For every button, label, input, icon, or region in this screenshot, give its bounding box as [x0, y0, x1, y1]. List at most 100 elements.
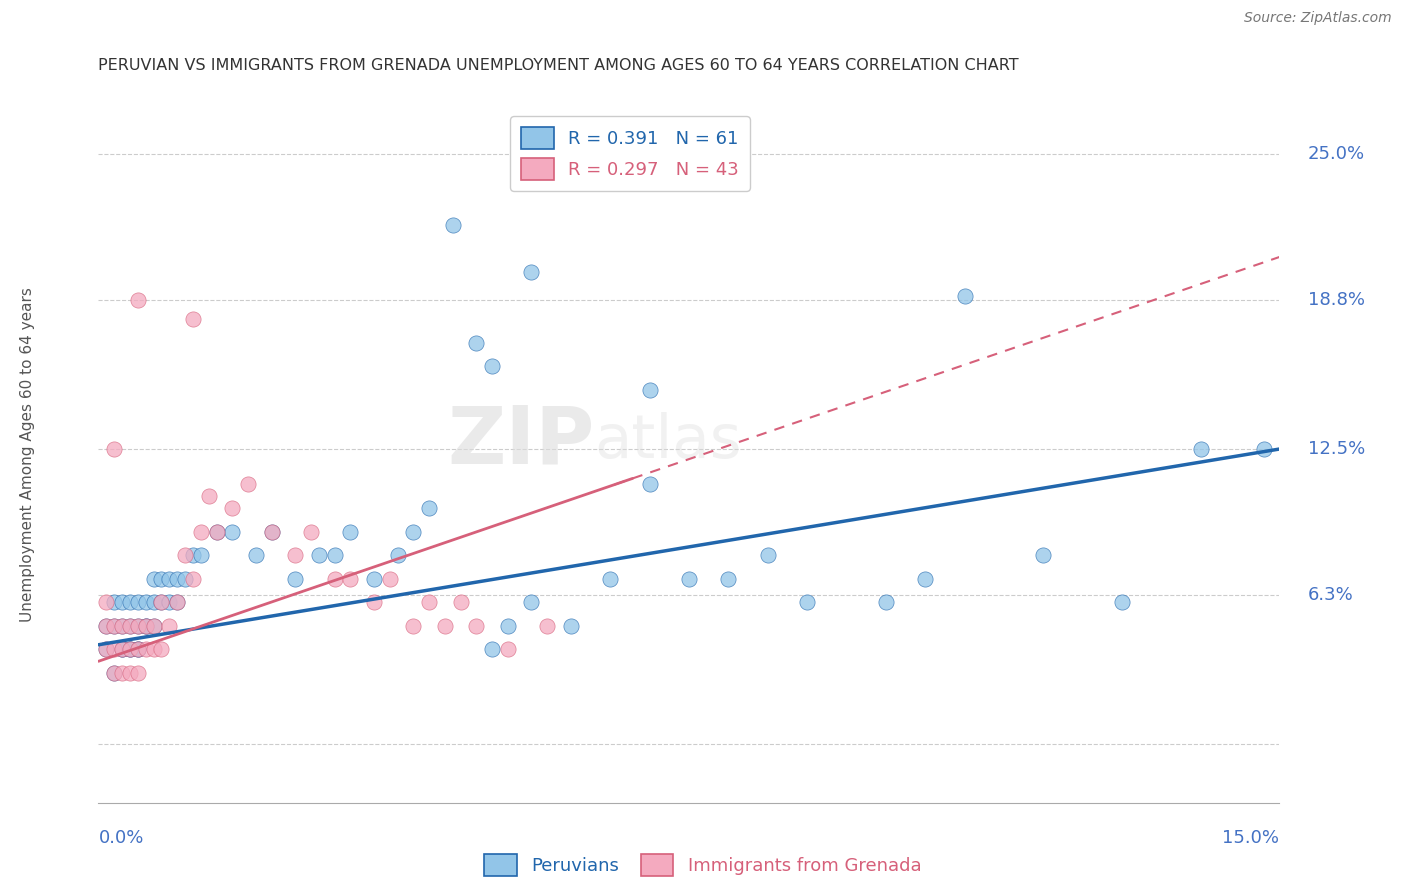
Point — [205, 524, 228, 539]
Point — [127, 642, 149, 657]
Text: Source: ZipAtlas.com: Source: ZipAtlas.com — [1244, 12, 1392, 25]
Text: 12.5%: 12.5% — [1308, 440, 1365, 458]
Point — [142, 572, 165, 586]
Point — [166, 572, 188, 586]
Text: 6.3%: 6.3% — [1308, 586, 1354, 604]
Point — [142, 642, 165, 657]
Point — [103, 642, 125, 657]
Point — [96, 642, 118, 657]
Point — [402, 524, 425, 539]
Text: 18.8%: 18.8% — [1308, 292, 1365, 310]
Point — [157, 572, 180, 586]
Point — [284, 572, 307, 586]
Point — [481, 642, 503, 657]
Text: PERUVIAN VS IMMIGRANTS FROM GRENADA UNEMPLOYMENT AMONG AGES 60 TO 64 YEARS CORRE: PERUVIAN VS IMMIGRANTS FROM GRENADA UNEM… — [98, 58, 1019, 73]
Point — [157, 595, 180, 609]
Point — [150, 595, 173, 609]
Text: 25.0%: 25.0% — [1308, 145, 1365, 163]
Point — [127, 293, 149, 308]
Point — [174, 548, 197, 562]
Point — [402, 619, 425, 633]
Point — [118, 642, 141, 657]
Point — [127, 595, 149, 609]
Point — [190, 524, 212, 539]
Point — [1253, 442, 1275, 456]
Point — [236, 477, 259, 491]
Point — [118, 642, 141, 657]
Point — [103, 619, 125, 633]
Point — [496, 619, 519, 633]
Legend: R = 0.391   N = 61, R = 0.297   N = 43: R = 0.391 N = 61, R = 0.297 N = 43 — [510, 116, 749, 191]
Point — [135, 619, 157, 633]
Point — [127, 642, 149, 657]
Point — [190, 548, 212, 562]
Point — [717, 572, 740, 586]
Point — [181, 572, 204, 586]
Point — [96, 595, 118, 609]
Point — [599, 572, 621, 586]
Point — [111, 642, 134, 657]
Point — [1111, 595, 1133, 609]
Text: 0.0%: 0.0% — [98, 829, 143, 847]
Point — [323, 572, 346, 586]
Point — [135, 619, 157, 633]
Point — [118, 666, 141, 681]
Point — [418, 500, 440, 515]
Point — [150, 595, 173, 609]
Point — [181, 548, 204, 562]
Point — [127, 666, 149, 681]
Point — [135, 642, 157, 657]
Point — [875, 595, 897, 609]
Point — [638, 477, 661, 491]
Point — [111, 642, 134, 657]
Point — [953, 289, 976, 303]
Point — [96, 619, 118, 633]
Point — [142, 619, 165, 633]
Point — [520, 595, 543, 609]
Point — [96, 642, 118, 657]
Point — [111, 595, 134, 609]
Point — [118, 619, 141, 633]
Point — [323, 548, 346, 562]
Point — [118, 642, 141, 657]
Point — [339, 572, 361, 586]
Point — [111, 642, 134, 657]
Point — [197, 489, 219, 503]
Point — [103, 666, 125, 681]
Point — [796, 595, 818, 609]
Text: ZIP: ZIP — [447, 402, 595, 480]
Text: Unemployment Among Ages 60 to 64 years: Unemployment Among Ages 60 to 64 years — [20, 287, 35, 623]
Point — [1189, 442, 1212, 456]
Point — [205, 524, 228, 539]
Point — [150, 572, 173, 586]
Point — [339, 524, 361, 539]
Text: atlas: atlas — [595, 411, 742, 470]
Point — [103, 619, 125, 633]
Point — [299, 524, 322, 539]
Point — [638, 383, 661, 397]
Point — [363, 595, 385, 609]
Point — [1032, 548, 1054, 562]
Point — [308, 548, 330, 562]
Point — [103, 442, 125, 456]
Point — [496, 642, 519, 657]
Point — [536, 619, 558, 633]
Point — [142, 595, 165, 609]
Point — [103, 595, 125, 609]
Point — [127, 642, 149, 657]
Point — [520, 265, 543, 279]
Point — [111, 619, 134, 633]
Point — [166, 595, 188, 609]
Point — [387, 548, 409, 562]
Point — [914, 572, 936, 586]
Point — [111, 666, 134, 681]
Point — [418, 595, 440, 609]
Point — [260, 524, 283, 539]
Point — [481, 359, 503, 374]
Point — [157, 619, 180, 633]
Point — [142, 619, 165, 633]
Point — [96, 619, 118, 633]
Point — [756, 548, 779, 562]
Point — [221, 500, 243, 515]
Legend: Peruvians, Immigrants from Grenada: Peruvians, Immigrants from Grenada — [477, 847, 929, 883]
